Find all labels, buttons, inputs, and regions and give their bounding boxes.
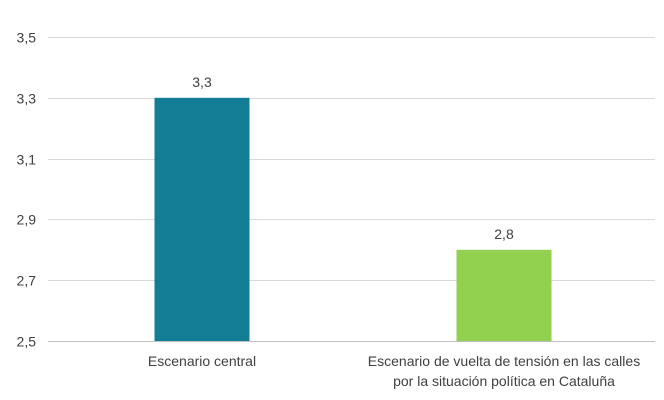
data-label: 2,8: [494, 226, 514, 242]
y-tick-label: 2,5: [17, 334, 37, 350]
y-tick-label: 3,3: [17, 91, 37, 107]
x-category-label: Escenario central: [148, 353, 256, 369]
x-category-label: Escenario de vuelta de tensión en las ca…: [368, 353, 640, 369]
x-category-label: por la situación política en Cataluña: [393, 373, 615, 389]
y-tick-label: 3,5: [17, 30, 37, 46]
y-tick-label: 2,9: [17, 212, 37, 228]
y-tick-label: 2,7: [17, 273, 37, 289]
bar-1: [154, 97, 250, 341]
y-tick-label: 3,1: [17, 152, 37, 168]
data-label: 3,3: [192, 74, 212, 90]
bar-2: [456, 249, 552, 341]
